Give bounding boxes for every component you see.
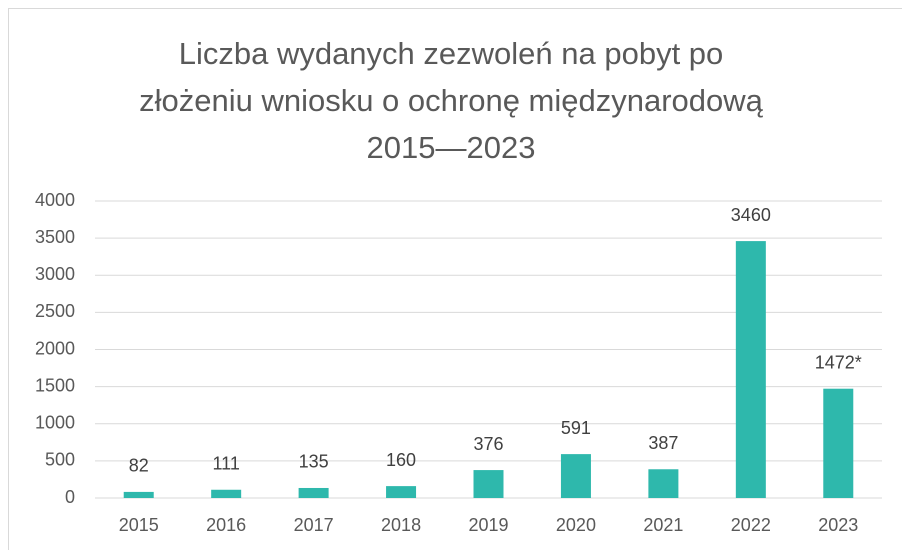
data-label: 376 [473, 434, 503, 454]
y-tick-label: 3500 [35, 227, 75, 247]
bar [560, 454, 591, 498]
x-tick-label: 2021 [643, 515, 683, 535]
y-tick-label: 0 [65, 487, 75, 507]
y-tick-label: 1000 [35, 413, 75, 433]
x-tick-label: 2018 [381, 515, 421, 535]
chart-border [8, 8, 902, 550]
bar [823, 388, 854, 498]
bar [211, 489, 242, 498]
data-label: 111 [212, 454, 239, 474]
y-tick-label: 3000 [35, 264, 75, 284]
y-tick-label: 2500 [35, 301, 75, 321]
data-label: 3460 [731, 205, 771, 225]
bar [386, 486, 417, 498]
data-label: 82 [129, 456, 149, 476]
x-tick-label: 2015 [119, 515, 159, 535]
bar [298, 487, 329, 498]
bar [473, 470, 504, 498]
data-label: 591 [561, 418, 591, 438]
x-tick-label: 2020 [556, 515, 596, 535]
chart-title: Liczba wydanych zezwoleń na pobyt po zło… [139, 36, 763, 165]
data-label: 387 [648, 433, 678, 453]
x-tick-label: 2022 [731, 515, 771, 535]
x-tick-label: 2023 [818, 515, 858, 535]
x-tick-label: 2016 [206, 515, 246, 535]
y-tick-label: 500 [45, 450, 75, 470]
data-label: 135 [299, 452, 329, 472]
bar [648, 469, 679, 498]
bar [735, 241, 766, 498]
bar [123, 491, 154, 498]
data-label: 160 [386, 450, 416, 470]
y-tick-label: 1500 [35, 375, 75, 395]
x-tick-label: 2017 [294, 515, 334, 535]
x-tick-label: 2019 [468, 515, 508, 535]
data-label: 1472* [815, 352, 862, 372]
y-tick-label: 2000 [35, 338, 75, 358]
y-tick-label: 4000 [35, 190, 75, 210]
